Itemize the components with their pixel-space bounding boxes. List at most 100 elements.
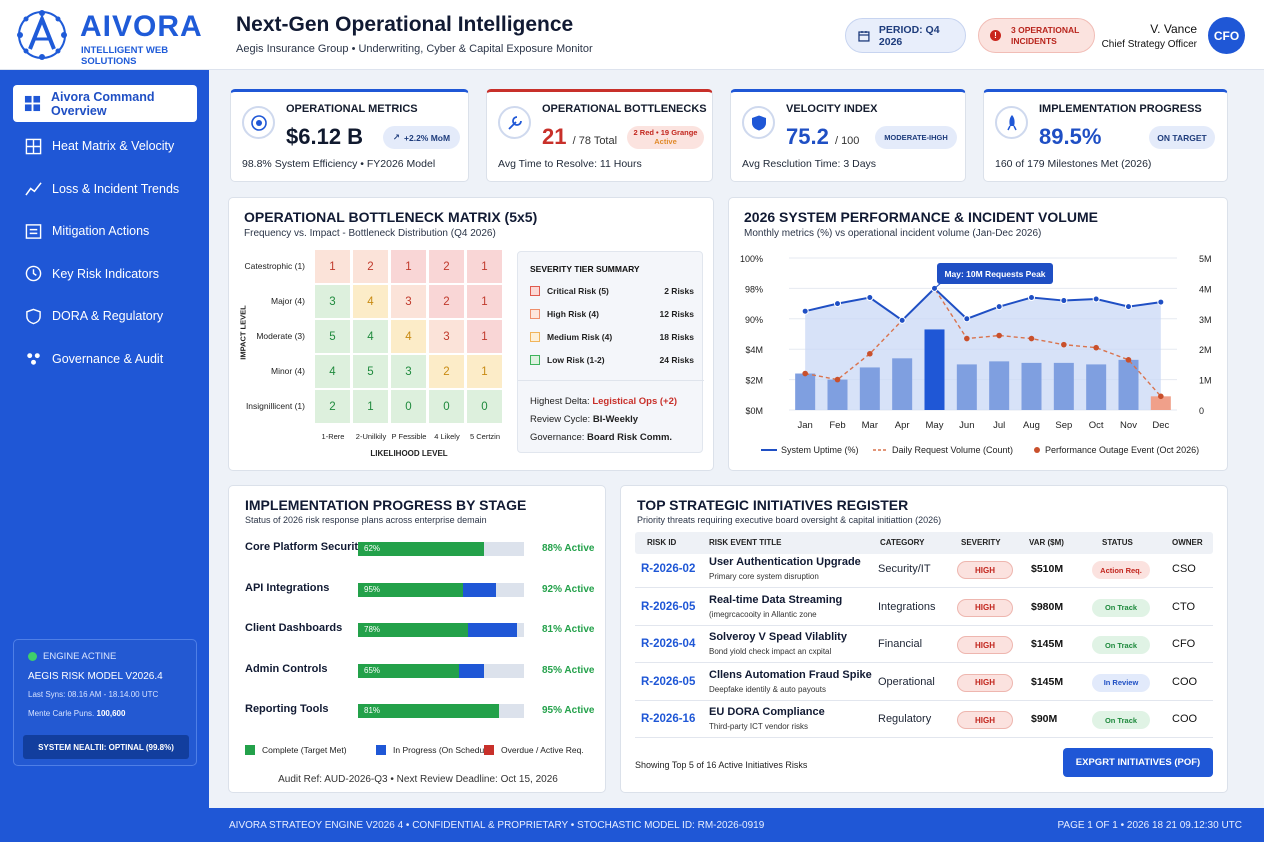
shield-icon [24, 307, 42, 325]
matrix-cell[interactable]: 0 [467, 390, 502, 423]
severity-tier-row: Low Risk (1-2) 24 Risks [530, 355, 694, 365]
table-row[interactable]: R-2026-02 User Authentication Upgrade Prim… [635, 551, 1213, 588]
matrix-cell[interactable]: 3 [315, 285, 350, 318]
y-tick-label-left: 100% [740, 254, 763, 264]
matrix-cell[interactable]: 1 [467, 320, 502, 353]
matrix-cell[interactable]: 1 [467, 285, 502, 318]
sidebar-item-governance[interactable]: Governance & Audit [13, 340, 197, 377]
wrench-icon [498, 106, 531, 139]
sidebar-item-label: Loss & Incident Trends [52, 181, 180, 196]
sidebar-item-mitigation[interactable]: Mitigation Actions [13, 213, 197, 250]
stage-active: 81% Active [542, 624, 595, 635]
table-row[interactable]: R-2026-05 Cllens Automation Fraud Spike De… [635, 664, 1213, 701]
footer-left: AIVORA STRATEOY ENGINE V2026 4 • CONFIDE… [229, 820, 765, 831]
matrix-cell[interactable]: 1 [467, 355, 502, 388]
y-tick-label-left: 90% [745, 315, 763, 325]
status-badge: In Review [1092, 673, 1150, 692]
matrix-cell[interactable]: 3 [391, 285, 426, 318]
risk-description: Third-party ICT vendor risks [709, 722, 808, 731]
engine-status-dot [28, 652, 37, 661]
matrix-cell[interactable]: 3 [429, 320, 464, 353]
table-row[interactable]: R-2026-16 EU DORA Compliance Third-party I… [635, 701, 1213, 738]
matrix-cell[interactable]: 3 [391, 355, 426, 388]
matrix-cell[interactable]: 1 [353, 390, 388, 423]
severity-summary: SEVERITY TIER SUMMARY Critical Risk (5) 2… [517, 251, 704, 453]
volume-bar [1086, 364, 1107, 410]
matrix-icon [24, 137, 42, 155]
stage-percent: 65% [364, 665, 381, 675]
engine-paths-label: Mente Carle Puns. [28, 709, 95, 718]
matrix-cell[interactable]: 4 [315, 355, 350, 388]
matrix-cell[interactable]: 1 [315, 250, 350, 283]
brand-tagline: INTELLIGENT WEB SOLUTIONS [81, 45, 169, 67]
kpi-badge: ↗ +2.2% MoM [383, 126, 460, 149]
stage-active: 92% Active [542, 583, 595, 595]
matrix-cell[interactable]: 4 [391, 320, 426, 353]
matrix-cell[interactable]: 2 [315, 390, 350, 423]
uptime-point [801, 307, 809, 315]
request-volume-point [1028, 335, 1035, 342]
register-title: TOP STRATEGIC INITIATIVES REGISTER [637, 497, 909, 513]
risk-id[interactable]: R-2026-16 [641, 713, 696, 725]
tier-label: Medium Risk (4) [547, 332, 613, 342]
matrix-cell[interactable]: 1 [467, 250, 502, 283]
logo-icon [17, 10, 67, 60]
risk-id[interactable]: R-2026-05 [641, 600, 696, 613]
matrix-cell[interactable]: 2 [429, 250, 464, 283]
risk-id[interactable]: R-2026-05 [641, 675, 696, 688]
kpi-card-implementation: IMPLEMENTATION PROGRESS 89.5% ON TARGET … [983, 89, 1228, 182]
stage-progress-bar: 65% [358, 663, 524, 678]
sidebar-item-command-overview[interactable]: Aivora Command Overview [13, 85, 197, 122]
risk-id[interactable]: R-2026-02 [641, 563, 696, 575]
x-tick-label: Feb [829, 420, 845, 431]
system-health-button[interactable]: SYSTEM NEALTII: OPTINAL (99.8%) [23, 735, 189, 759]
matrix-cell[interactable]: 4 [353, 320, 388, 353]
people-icon [24, 350, 42, 368]
matrix-cell[interactable]: 5 [353, 355, 388, 388]
volume-bar [859, 367, 880, 410]
uptime-point [898, 316, 906, 324]
engine-paths-value: 100,600 [96, 709, 126, 718]
severity-tier-row: Critical Risk (5) 2 Risks [530, 286, 694, 296]
matrix-cell[interactable]: 2 [353, 250, 388, 283]
matrix-cell[interactable]: 4 [353, 285, 388, 318]
sidebar-item-heat-matrix[interactable]: Heat Matrix & Velocity [13, 128, 197, 165]
matrix-cell[interactable]: 0 [429, 390, 464, 423]
table-row[interactable]: R-2026-05 Real-time Data Streaming (imegrc… [635, 589, 1213, 626]
engine-last-sync: Last Syns: 08.16 AM - 18.14.00 UTC [28, 690, 159, 699]
sidebar-item-label: Key Risk Indicators [52, 266, 159, 281]
risk-id[interactable]: R-2026-04 [641, 638, 696, 650]
matrix-cell[interactable]: 2 [429, 355, 464, 388]
bottleneck-matrix-panel: OPERATIONAL BOTTLENECK MATRIX (5x5) Freq… [228, 197, 714, 471]
sidebar-item-dora[interactable]: DORA & Regulatory [13, 298, 197, 335]
table-row[interactable]: R-2026-04 Solveroy V Spead Vilablity Bond … [635, 626, 1213, 663]
period-selector[interactable]: PERIOD: Q4 2026 [845, 18, 966, 53]
export-initiatives-button[interactable]: EXPGRT INITIATIVES (POF) [1063, 748, 1213, 777]
sidebar-item-label: Aivora Command Overview [51, 89, 155, 118]
matrix-cell[interactable]: 2 [429, 285, 464, 318]
status-badge: On Track [1092, 636, 1150, 654]
kpi-label: VELOCITY INDEX [786, 103, 878, 115]
stage-name: Admin Controls [245, 662, 328, 675]
volume-bar [827, 379, 848, 410]
stage-active: 88% Active [542, 543, 595, 554]
trend-icon [24, 180, 42, 198]
user-role: Chief Strategy Officer [1101, 39, 1197, 50]
matrix-cell[interactable]: 0 [391, 390, 426, 423]
sidebar-item-loss-trends[interactable]: Loss & Incident Trends [13, 170, 197, 207]
owner: CFO [1172, 638, 1196, 650]
request-volume-point [867, 350, 873, 357]
sidebar-item-kri[interactable]: Key Risk Indicators [13, 255, 197, 292]
avatar[interactable]: CFO [1208, 17, 1245, 54]
tier-swatch [530, 332, 540, 342]
matrix-cell[interactable]: 5 [315, 320, 350, 353]
incidents-badge[interactable]: ! 3 OPERATIONAL INCIDENTS [978, 18, 1095, 53]
risk-title: EU DORA Compliance [709, 706, 825, 718]
x-tick-label: May [926, 420, 944, 431]
matrix-cell[interactable]: 1 [391, 250, 426, 283]
x-tick-label: Oct [1089, 420, 1104, 431]
x-tick-label: Aug [1023, 420, 1040, 431]
in-progress-fill [459, 663, 485, 678]
col-title: RISK EVENT TITLE [709, 538, 782, 547]
var-value: $145M [1031, 638, 1064, 650]
